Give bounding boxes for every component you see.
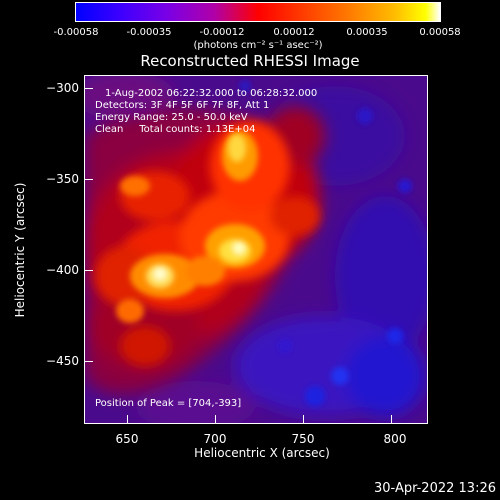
time-range-label: 1-Aug-2002 06:22:32.000 to 06:28:32.000 bbox=[105, 88, 318, 99]
noise-speckle bbox=[239, 80, 412, 406]
y-tick-label: −300 bbox=[46, 81, 79, 95]
colorbar-units-label: (photons cm⁻² s⁻¹ asec⁻²) bbox=[193, 40, 323, 51]
y-tick bbox=[85, 270, 93, 271]
colorbar-tick-label: 0.00012 bbox=[273, 27, 315, 38]
y-tick-label: −400 bbox=[46, 263, 79, 277]
datestamp: 30-Apr-2022 13:26 bbox=[374, 481, 496, 496]
x-tick-label: 700 bbox=[203, 432, 227, 446]
x-tick bbox=[215, 415, 216, 423]
colorbar-gradient bbox=[76, 3, 440, 21]
colorbar-tick-label: -0.00012 bbox=[199, 27, 245, 38]
plot-title: Reconstructed RHESSI Image bbox=[140, 52, 360, 70]
x-tick-label: 800 bbox=[383, 432, 407, 446]
colorbar-tick-label: -0.00035 bbox=[126, 27, 172, 38]
clean-counts-label: Clean Total counts: 1.13E+04 bbox=[95, 124, 256, 135]
colorbar bbox=[75, 2, 441, 22]
rhessi-image-panel bbox=[84, 75, 428, 424]
x-tick bbox=[391, 415, 392, 423]
colorbar-tick-label: -0.00058 bbox=[53, 27, 99, 38]
colorbar-tick-label: 0.00035 bbox=[346, 27, 388, 38]
y-tick bbox=[85, 361, 93, 362]
y-tick bbox=[85, 179, 93, 180]
y-tick-label: −350 bbox=[46, 172, 79, 186]
x-axis-label: Heliocentric X (arcsec) bbox=[194, 446, 330, 460]
x-tick bbox=[303, 415, 304, 423]
y-tick-label: −450 bbox=[46, 354, 79, 368]
colorbar-tick-label: 0.00058 bbox=[419, 27, 461, 38]
flare-core bbox=[146, 134, 251, 288]
energy-range-label: Energy Range: 25.0 - 50.0 keV bbox=[95, 112, 248, 123]
y-tick bbox=[85, 88, 93, 89]
peak-position-label: Position of Peak = [704,-393] bbox=[95, 398, 242, 409]
detectors-label: Detectors: 3F 4F 5F 6F 7F 8F, Att 1 bbox=[95, 100, 270, 111]
x-tick-label: 650 bbox=[115, 432, 139, 446]
x-tick bbox=[127, 415, 128, 423]
x-tick-label: 750 bbox=[291, 432, 315, 446]
rhessi-flux-map bbox=[85, 76, 427, 423]
y-axis-label: Heliocentric Y (arcsec) bbox=[13, 182, 27, 318]
